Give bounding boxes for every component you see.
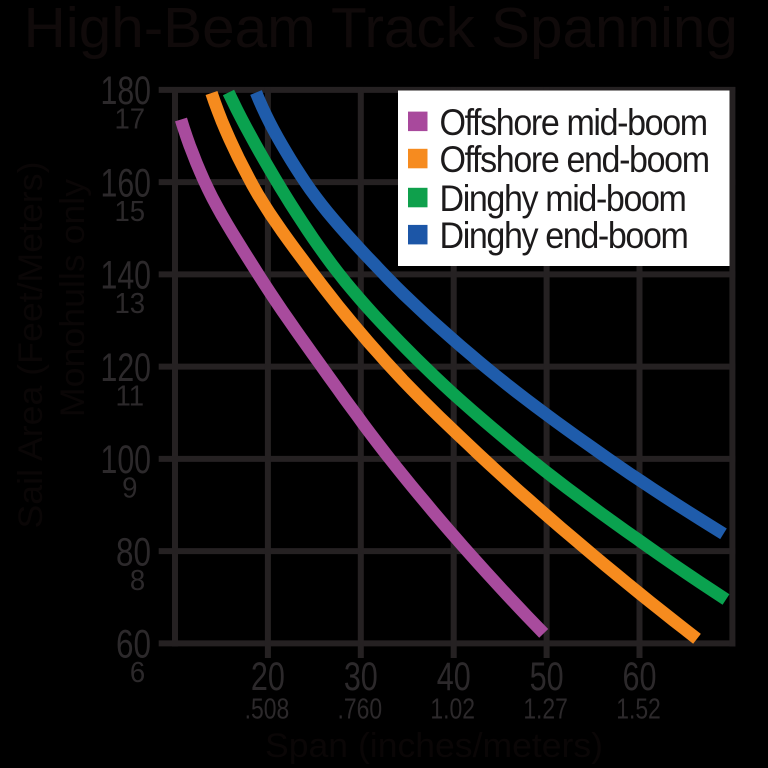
svg-text:40: 40 [437,654,471,699]
svg-text:High-Beam Track Spanning: High-Beam Track Spanning [24,0,738,60]
svg-text:6: 6 [130,656,145,689]
svg-text:160: 160 [100,160,151,205]
svg-text:15: 15 [114,194,145,227]
svg-text:140: 140 [100,253,151,298]
svg-text:.760: .760 [338,692,383,725]
svg-text:60: 60 [116,621,151,667]
svg-text:17: 17 [114,102,145,135]
svg-text:11: 11 [115,379,144,412]
svg-text:60: 60 [623,654,657,699]
svg-text:Span (inches/meters): Span (inches/meters) [265,728,603,765]
svg-text:Offshore end-boom: Offshore end-boom [440,139,709,181]
svg-text:1.27: 1.27 [523,692,568,725]
svg-text:Offshore mid-boom: Offshore mid-boom [440,102,707,144]
svg-text:Dinghy end-boom: Dinghy end-boom [440,215,688,257]
svg-text:80: 80 [116,529,151,575]
svg-text:Dinghy mid-boom: Dinghy mid-boom [440,178,686,220]
svg-text:100: 100 [100,437,151,482]
svg-text:120: 120 [100,345,151,390]
svg-text:.508: .508 [245,692,290,725]
svg-text:13: 13 [114,287,145,320]
svg-text:50: 50 [530,654,564,699]
svg-text:30: 30 [344,654,378,699]
svg-text:1.52: 1.52 [616,692,661,725]
svg-text:1.02: 1.02 [430,692,475,725]
svg-text:9: 9 [122,471,137,504]
svg-text:Sail Area (Feet/Meters): Sail Area (Feet/Meters) [12,161,50,528]
svg-text:180: 180 [100,68,151,113]
svg-text:Monohulls only: Monohulls only [54,178,92,417]
svg-text:20: 20 [251,654,285,699]
svg-text:8: 8 [130,563,145,596]
